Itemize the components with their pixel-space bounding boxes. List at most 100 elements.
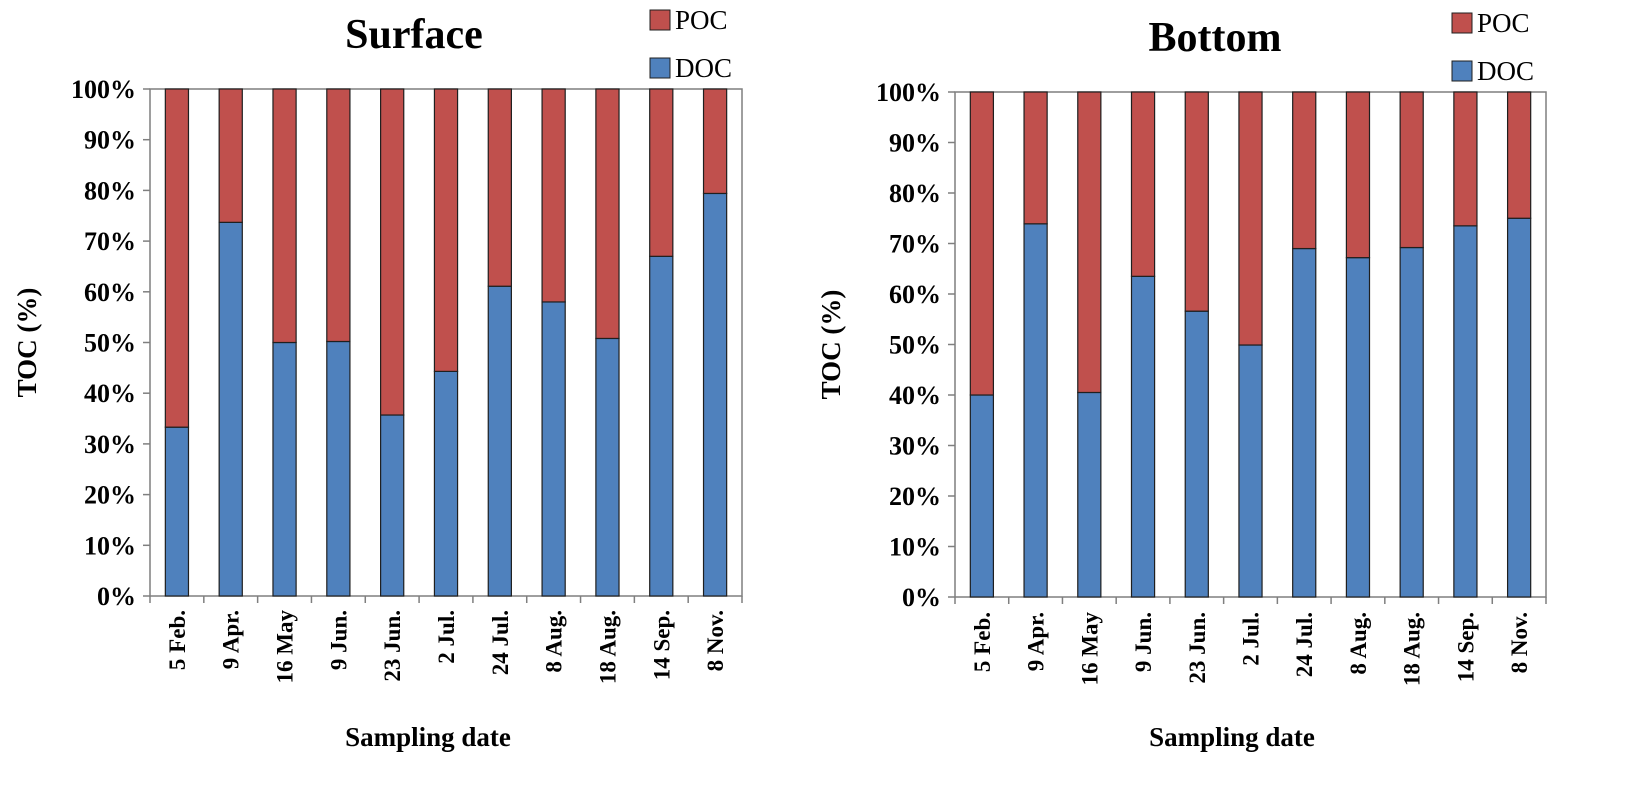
bar-doc [218,221,243,597]
legend-label-poc: POC [1477,8,1530,38]
bar-doc [969,394,995,598]
y-axis-label: TOC (%) [816,290,846,400]
bar-doc [1399,246,1424,598]
bar-doc [164,426,190,597]
bar-doc [272,341,297,597]
y-tick-label: 0% [902,583,941,612]
bar-poc [541,88,566,303]
x-tick-label: 2 Jul. [434,610,459,664]
y-tick-label: 40% [84,379,136,408]
y-axis-label: TOC (%) [12,288,42,398]
legend-swatch-doc [1451,60,1473,82]
bar-doc [487,285,512,597]
x-axis-label: Sampling date [1149,722,1315,752]
y-tick-label: 20% [84,481,136,510]
bar-poc [380,88,405,416]
bar-doc [1238,344,1263,598]
legend-swatch-poc [649,9,671,31]
chart-title: Surface [345,12,483,58]
bar-poc [1399,91,1424,249]
y-tick-label: 10% [889,533,941,562]
legend-swatch-poc [1451,12,1473,34]
bar-poc [1238,91,1263,346]
bar-poc [1292,91,1317,250]
bar-doc [1023,223,1048,598]
bar-poc [649,88,674,257]
x-tick-label: 16 May [1077,612,1102,686]
legend: POC DOC [1451,8,1534,86]
bar-doc [702,192,728,597]
y-tick-label: 40% [889,381,941,410]
legend: POC DOC [649,5,732,83]
bar-poc [1077,91,1102,394]
bar-doc [649,255,674,597]
chart-title: Bottom [1149,15,1282,61]
bar-doc [1184,310,1209,598]
bar-doc [1453,225,1478,598]
bar-doc [433,370,459,597]
x-tick-label: 9 Apr. [1024,612,1049,671]
bar-doc [1130,275,1156,598]
x-tick-label: 9 Jun. [1131,612,1156,672]
bar-doc [326,340,351,597]
x-tick-label: 16 May [273,610,298,684]
y-tick-label: 100% [876,78,941,107]
y-tick-label: 20% [889,482,941,511]
y-tick-label: 30% [889,432,941,461]
bar-poc [969,91,995,396]
bar-poc [1023,91,1048,225]
bar-poc [433,88,459,372]
x-tick-label: 8 Nov. [1507,612,1532,673]
legend-label-doc: DOC [1477,56,1534,86]
legend-swatch-doc [649,57,671,79]
y-tick-label: 60% [889,280,941,309]
x-tick-label: 18 Aug. [595,610,620,684]
x-tick-label: 2 Jul. [1239,612,1264,666]
bar-poc [595,88,620,340]
y-tick-label: 80% [84,176,136,205]
bar-poc [272,88,297,344]
bar-poc [1345,91,1371,259]
y-tick-label: 100% [71,75,136,104]
y-tick-label: 90% [889,129,941,158]
bar-doc [1345,257,1371,598]
bar-poc [164,88,190,428]
x-tick-label: 9 Jun. [326,610,351,670]
y-tick-label: 10% [84,531,136,560]
bar-poc [1453,91,1478,227]
legend-label-doc: DOC [675,53,732,83]
chart-1: Bottom 0% 10% 20% 30% 40% 50% 60% 70% 80% 90% 100% 5… [816,8,1547,752]
bar-poc [326,88,351,343]
bar-poc [487,88,512,287]
x-axis-label: Sampling date [345,722,511,752]
bar-poc [702,88,728,195]
x-tick-label: 14 Sep. [649,610,674,680]
bar-doc [1077,391,1102,598]
bar-poc [1130,91,1156,277]
y-tick-label: 60% [84,278,136,307]
bar-poc [1506,91,1532,219]
y-tick-label: 50% [889,331,941,360]
x-tick-label: 8 Nov. [703,610,728,671]
legend-label-poc: POC [675,5,728,35]
x-tick-label: 8 Aug. [542,610,567,673]
x-tick-label: 14 Sep. [1453,612,1478,682]
x-tick-label: 23 Jun. [380,610,405,682]
bar-doc [1506,217,1532,598]
bar-doc [380,414,405,597]
bar-doc [595,337,620,597]
x-tick-label: 24 Jul. [488,610,513,675]
bar-poc [218,88,243,223]
y-tick-label: 50% [84,329,136,358]
bar-doc [1292,247,1317,598]
x-tick-label: 8 Aug. [1346,612,1371,675]
y-tick-label: 30% [84,430,136,459]
y-tick-label: 70% [889,230,941,259]
y-tick-label: 70% [84,227,136,256]
y-tick-label: 0% [97,582,136,611]
bar-doc [541,301,566,597]
y-tick-label: 80% [889,179,941,208]
x-tick-label: 9 Apr. [219,610,244,669]
x-tick-label: 5 Feb. [970,612,995,672]
